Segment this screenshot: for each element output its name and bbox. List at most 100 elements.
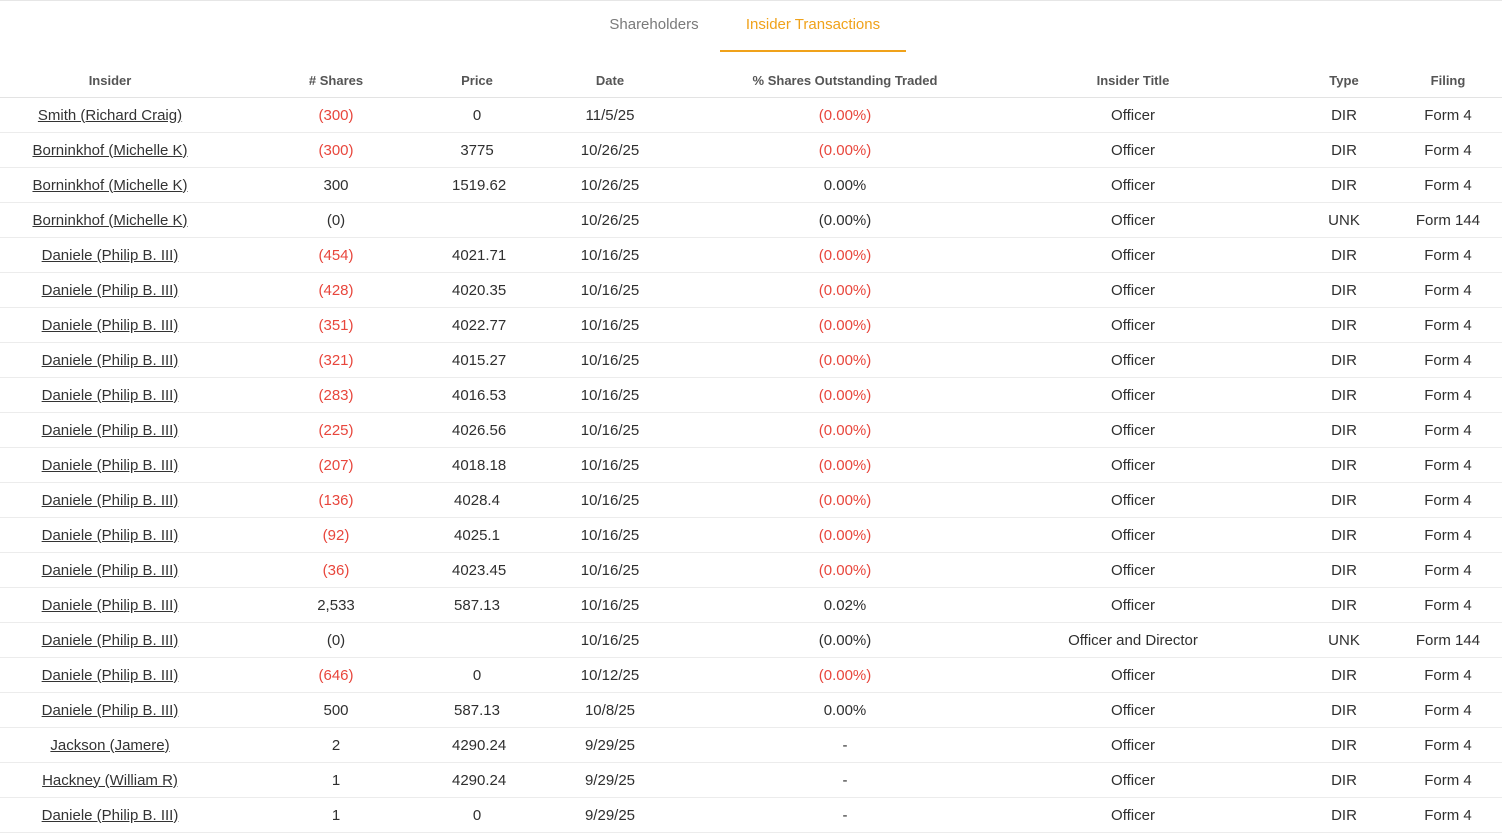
insider-cell: Daniele (Philip B. III) — [0, 237, 220, 273]
top-divider — [0, 0, 1502, 1]
tab-bar: Shareholders Insider Transactions — [0, 0, 1502, 52]
tab-insider-transactions[interactable]: Insider Transactions — [720, 0, 906, 52]
header-shares[interactable]: # Shares — [220, 64, 452, 98]
insider-link[interactable]: Daniele (Philip B. III) — [41, 351, 179, 369]
insider-link[interactable]: Daniele (Philip B. III) — [41, 666, 179, 684]
insider-link[interactable]: Borninkhof (Michelle K) — [32, 176, 188, 194]
insider-title-cell: Officer — [972, 342, 1294, 378]
header-date[interactable]: Date — [502, 64, 718, 98]
filing-cell: Form 4 — [1394, 762, 1502, 798]
insider-link[interactable]: Daniele (Philip B. III) — [41, 281, 179, 299]
shares-cell: 1 — [220, 797, 452, 833]
insider-cell: Daniele (Philip B. III) — [0, 307, 220, 343]
shares-cell: 300 — [220, 167, 452, 203]
header-pct-outstanding[interactable]: % Shares Outstanding Traded — [718, 64, 972, 98]
price-cell: 0 — [452, 657, 502, 693]
filing-cell: Form 4 — [1394, 342, 1502, 378]
price-cell: 4022.77 — [452, 307, 506, 343]
header-price[interactable]: Price — [452, 64, 502, 98]
insider-link[interactable]: Jackson (Jamere) — [50, 736, 170, 754]
table-row: Borninkhof (Michelle K) 300 1519.62 10/26/2… — [0, 167, 1502, 203]
insider-link[interactable]: Daniele (Philip B. III) — [41, 491, 179, 509]
date-cell: 10/16/25 — [502, 307, 718, 343]
insider-link[interactable]: Daniele (Philip B. III) — [41, 596, 179, 614]
pct-cell: (0.00%) — [718, 412, 972, 448]
type-cell: UNK — [1294, 202, 1394, 238]
insider-link[interactable]: Daniele (Philip B. III) — [41, 701, 179, 719]
insider-link[interactable]: Daniele (Philip B. III) — [41, 631, 179, 649]
filing-cell: Form 4 — [1394, 377, 1502, 413]
insider-transactions-table: Insider # Shares Price Date % Shares Out… — [0, 64, 1502, 833]
insider-link[interactable]: Daniele (Philip B. III) — [41, 561, 179, 579]
price-cell: 4018.18 — [452, 447, 506, 483]
shares-cell: (92) — [220, 517, 452, 553]
insider-title-cell: Officer — [972, 552, 1294, 588]
insider-title-cell: Officer — [972, 272, 1294, 308]
pct-cell: (0.00%) — [718, 342, 972, 378]
insider-cell: Daniele (Philip B. III) — [0, 482, 220, 518]
insider-link[interactable]: Daniele (Philip B. III) — [41, 806, 179, 824]
filing-cell: Form 4 — [1394, 657, 1502, 693]
type-cell: DIR — [1294, 482, 1394, 518]
table-row: Daniele (Philip B. III) (646) 0 10/12/25 (0.… — [0, 657, 1502, 693]
insider-link[interactable]: Borninkhof (Michelle K) — [32, 211, 188, 229]
table-row: Smith (Richard Craig) (300) 0 11/5/25 (0.00%… — [0, 97, 1502, 133]
pct-cell: (0.00%) — [718, 377, 972, 413]
price-cell: 4016.53 — [452, 377, 506, 413]
insider-link[interactable]: Daniele (Philip B. III) — [41, 386, 179, 404]
insider-cell: Daniele (Philip B. III) — [0, 622, 220, 658]
insider-title-cell: Officer — [972, 657, 1294, 693]
header-filing[interactable]: Filing — [1394, 64, 1502, 98]
shares-cell: (0) — [220, 622, 452, 658]
pct-cell: (0.00%) — [718, 202, 972, 238]
type-cell: DIR — [1294, 692, 1394, 728]
tab-shareholders[interactable]: Shareholders — [609, 16, 699, 33]
insider-link[interactable]: Borninkhof (Michelle K) — [32, 141, 188, 159]
table-header-row: Insider # Shares Price Date % Shares Out… — [0, 64, 1502, 98]
date-cell: 10/16/25 — [502, 237, 718, 273]
type-cell: DIR — [1294, 132, 1394, 168]
filing-cell: Form 144 — [1394, 202, 1502, 238]
insider-link[interactable]: Daniele (Philip B. III) — [41, 456, 179, 474]
filing-cell: Form 4 — [1394, 692, 1502, 728]
type-cell: DIR — [1294, 272, 1394, 308]
table-row: Daniele (Philip B. III) 2,533 587.13 10/16/… — [0, 587, 1502, 623]
price-cell: 587.13 — [452, 692, 502, 728]
insider-link[interactable]: Daniele (Philip B. III) — [41, 421, 179, 439]
shares-cell: (646) — [220, 657, 452, 693]
header-insider[interactable]: Insider — [0, 64, 220, 98]
pct-cell: 0.00% — [718, 167, 972, 203]
price-cell: 4028.4 — [452, 482, 502, 518]
date-cell: 10/16/25 — [502, 342, 718, 378]
insider-link[interactable]: Daniele (Philip B. III) — [41, 526, 179, 544]
header-type[interactable]: Type — [1294, 64, 1394, 98]
type-cell: DIR — [1294, 552, 1394, 588]
insider-link[interactable]: Smith (Richard Craig) — [37, 106, 183, 124]
filing-cell: Form 4 — [1394, 97, 1502, 133]
pct-cell: (0.00%) — [718, 132, 972, 168]
insider-title-cell: Officer — [972, 587, 1294, 623]
type-cell: DIR — [1294, 762, 1394, 798]
date-cell: 10/16/25 — [502, 447, 718, 483]
insider-title-cell: Officer — [972, 412, 1294, 448]
insider-link[interactable]: Hackney (William R) — [42, 771, 178, 789]
insider-cell: Daniele (Philip B. III) — [0, 447, 220, 483]
table-row: Daniele (Philip B. III) 500 587.13 10/8/25 0… — [0, 692, 1502, 728]
table-row: Borninkhof (Michelle K) (300) 3775 10/26/25… — [0, 132, 1502, 168]
shares-cell: (136) — [220, 482, 452, 518]
insider-cell: Daniele (Philip B. III) — [0, 587, 220, 623]
shares-cell: (36) — [220, 552, 452, 588]
shares-cell: (454) — [220, 237, 452, 273]
date-cell: 10/26/25 — [502, 132, 718, 168]
price-cell: 4025.1 — [452, 517, 502, 553]
filing-cell: Form 4 — [1394, 412, 1502, 448]
pct-cell: (0.00%) — [718, 622, 972, 658]
price-cell: 4290.24 — [452, 762, 506, 798]
pct-cell: (0.00%) — [718, 657, 972, 693]
table-body: Smith (Richard Craig) (300) 0 11/5/25 (0.00%… — [0, 97, 1502, 833]
insider-link[interactable]: Daniele (Philip B. III) — [41, 246, 179, 264]
insider-link[interactable]: Daniele (Philip B. III) — [41, 316, 179, 334]
header-insider-title[interactable]: Insider Title — [972, 64, 1294, 98]
insider-title-cell: Officer — [972, 482, 1294, 518]
date-cell: 10/16/25 — [502, 377, 718, 413]
